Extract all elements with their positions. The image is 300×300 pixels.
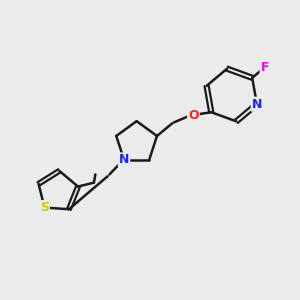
Text: N: N [119, 153, 129, 167]
Text: N: N [252, 98, 262, 111]
Text: F: F [260, 61, 269, 74]
Text: O: O [188, 109, 199, 122]
Text: S: S [40, 201, 49, 214]
